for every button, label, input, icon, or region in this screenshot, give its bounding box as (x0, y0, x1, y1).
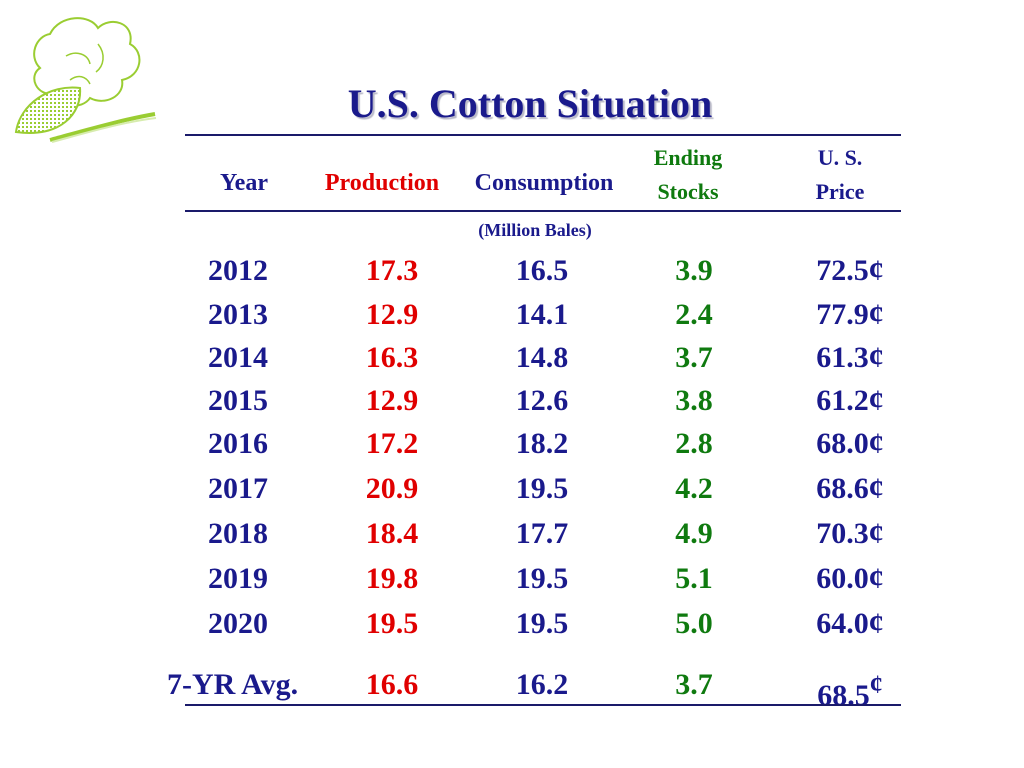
consumption-cell: 17.7 (515, 517, 569, 550)
consumption-cell: 16.5 (515, 254, 569, 287)
year-cell: 2018 (208, 517, 268, 550)
cotton-boll-icon (14, 17, 157, 143)
units-note: (Million Bales) (478, 220, 592, 240)
header-price-line1: U. S. (817, 145, 863, 170)
average-row: 7-YR Avg. 16.6 16.2 3.7 68.5¢ (0, 663, 1024, 712)
year-cell: 2019 (208, 562, 268, 595)
table-row: 2015 12.9 12.6 3.8 61.2¢ (0, 379, 1024, 423)
header-consumption: Consumption (474, 170, 614, 196)
table-bottom-rule (185, 704, 901, 706)
production-cell: 18.4 (365, 517, 419, 550)
header-price-line2: Price (815, 179, 865, 204)
table-row: 2020 19.5 19.5 5.0 64.0¢ (0, 602, 1024, 646)
ending-stocks-cell: 3.7 (675, 341, 713, 374)
production-cell: 20.9 (365, 472, 419, 505)
production-cell: 12.9 (365, 298, 419, 331)
ending-stocks-cell: 3.9 (675, 254, 713, 287)
table-row: 2017 20.9 19.5 4.2 68.6¢ (0, 467, 1024, 511)
table-row: 2012 17.3 16.5 3.9 72.5¢ (0, 249, 1024, 293)
price-cell: 70.3¢ (816, 517, 884, 550)
ending-stocks-cell: 2.4 (675, 298, 713, 331)
price-cell: 64.0¢ (816, 607, 884, 640)
year-cell: 2015 (208, 384, 268, 417)
price-cell: 68.0¢ (816, 427, 884, 460)
header-ending-stocks-line1: Ending (653, 145, 723, 170)
price-cell: 60.0¢ (816, 562, 884, 595)
ending-stocks-cell: 4.2 (675, 472, 713, 505)
ending-stocks-cell: 4.9 (675, 517, 713, 550)
year-cell: 2013 (208, 298, 268, 331)
average-price-cell: 68.5¢ (790, 663, 910, 718)
consumption-cell: 19.5 (515, 607, 569, 640)
table-row: 2019 19.8 19.5 5.1 60.0¢ (0, 557, 1024, 601)
year-cell: 2017 (208, 472, 268, 505)
price-cell: 61.2¢ (816, 384, 884, 417)
page-title: U.S. Cotton Situation (347, 81, 713, 126)
average-ending-stocks-cell: 3.7 (675, 668, 713, 701)
production-cell: 17.2 (365, 427, 419, 460)
table-row: 2018 18.4 17.7 4.9 70.3¢ (0, 512, 1024, 556)
consumption-cell: 14.8 (515, 341, 569, 374)
production-cell: 16.3 (365, 341, 419, 374)
ending-stocks-cell: 3.8 (675, 384, 713, 417)
consumption-cell: 12.6 (515, 384, 569, 417)
production-cell: 19.5 (365, 607, 419, 640)
cent-symbol: ¢ (869, 670, 883, 699)
year-cell: 2016 (208, 427, 268, 460)
table-row: 2013 12.9 14.1 2.4 77.9¢ (0, 293, 1024, 337)
table-row: 2014 16.3 14.8 3.7 61.3¢ (0, 336, 1024, 380)
price-cell: 68.6¢ (816, 472, 884, 505)
consumption-cell: 14.1 (515, 298, 569, 331)
price-cell: 72.5¢ (816, 254, 884, 287)
ending-stocks-cell: 2.8 (675, 427, 713, 460)
average-label: 7-YR Avg. (167, 668, 299, 701)
consumption-cell: 19.5 (515, 472, 569, 505)
ending-stocks-cell: 5.1 (675, 562, 713, 595)
year-cell: 2020 (208, 607, 268, 640)
average-production-cell: 16.6 (365, 668, 419, 701)
average-consumption-cell: 16.2 (515, 668, 569, 701)
table-row: 2016 17.2 18.2 2.8 68.0¢ (0, 422, 1024, 466)
price-cell: 61.3¢ (816, 341, 884, 374)
production-cell: 12.9 (365, 384, 419, 417)
header-bottom-rule (185, 210, 901, 212)
consumption-cell: 19.5 (515, 562, 569, 595)
production-cell: 17.3 (365, 254, 419, 287)
production-cell: 19.8 (365, 562, 419, 595)
price-cell: 77.9¢ (816, 298, 884, 331)
year-cell: 2012 (208, 254, 268, 287)
consumption-cell: 18.2 (515, 427, 569, 460)
header-year: Year (220, 170, 268, 196)
header-ending-stocks-line2: Stocks (657, 179, 719, 204)
ending-stocks-cell: 5.0 (675, 607, 713, 640)
year-cell: 2014 (208, 341, 268, 374)
header-production: Production (324, 170, 440, 196)
average-price-value: 68.5 (817, 679, 870, 712)
header-top-rule (185, 134, 901, 136)
